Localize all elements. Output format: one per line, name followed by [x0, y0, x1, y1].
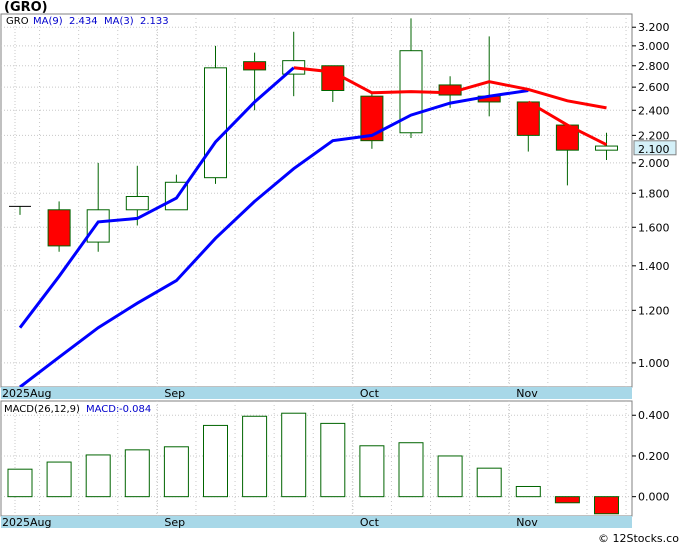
- macd-bar: [515, 485, 541, 498]
- legend-ma9-label: MA(9): [33, 16, 63, 27]
- x-tick-label: Nov: [516, 387, 538, 400]
- legend-ma9-value: 2.434: [69, 16, 98, 27]
- candle-body: [595, 145, 618, 151]
- macd-x-axis: 2025Aug Sep Oct Nov: [2, 516, 538, 529]
- macd-bar: [594, 496, 619, 515]
- price-panel-frame: [0, 13, 633, 388]
- price-tick-label: 2.200: [638, 129, 670, 142]
- x-tick-label: Sep: [164, 387, 185, 400]
- ma3-trail-line: [527, 100, 608, 147]
- price-x-axis-band: [1, 387, 632, 399]
- macd-bar: [242, 415, 268, 498]
- macd-bar: [203, 424, 228, 498]
- macd-bar: [124, 449, 150, 498]
- x-tick-label: 2025Aug: [2, 387, 51, 400]
- watermark: © 12Stocks.com: [598, 532, 680, 545]
- price-tick-label: 1.000: [638, 357, 670, 370]
- macd-y-axis: 0.000 0.200 0.400: [632, 409, 670, 504]
- last-price-label: 2.100: [638, 143, 670, 156]
- ma9-line: [19, 89, 529, 389]
- price-tick-label: 3.000: [638, 40, 670, 53]
- price-tick-label: 3.200: [638, 21, 670, 34]
- macd-legend-value: -0.084: [119, 404, 151, 415]
- price-tick-label: 2.600: [638, 81, 670, 94]
- candle: [360, 92, 384, 149]
- candle: [516, 101, 540, 152]
- macd-x-axis-band: [1, 516, 632, 528]
- candle: [47, 201, 71, 252]
- x-tick-label: Oct: [360, 387, 380, 400]
- macd-tick-label: 0.000: [638, 491, 670, 504]
- candle: [555, 124, 579, 186]
- price-x-axis: 2025Aug Sep Oct Nov: [2, 387, 538, 400]
- macd-bar: [7, 468, 33, 498]
- macd-tick-label: 0.400: [638, 409, 670, 422]
- candle: [86, 162, 110, 252]
- price-tick-label: 1.400: [638, 260, 670, 273]
- price-tick-label: 2.800: [638, 60, 670, 73]
- macd-bar: [46, 461, 72, 498]
- price-tick-label: 1.200: [638, 304, 670, 317]
- macd-legend: MACD(26,12,9) MACD: -0.084: [4, 404, 151, 415]
- price-tick-label: 1.600: [638, 221, 670, 234]
- macd-legend-value-label: MACD:: [86, 404, 119, 415]
- candle-body: [360, 95, 384, 142]
- candle-body: [243, 61, 267, 71]
- macd-legend-label: MACD(26,12,9): [4, 404, 80, 415]
- price-y-axis: 1.000 1.200 1.400 1.600 1.800 2.000 2.200 2.400…: [632, 21, 670, 370]
- candle-body: [125, 196, 149, 211]
- macd-bar: [359, 445, 385, 498]
- macd-bar: [85, 454, 111, 498]
- candle: [595, 132, 618, 161]
- candle: [125, 165, 149, 226]
- x-tick-label: Sep: [164, 516, 185, 529]
- legend-ma3-value: 2.133: [140, 16, 169, 27]
- macd-bar: [398, 442, 424, 498]
- macd-bar: [163, 446, 189, 498]
- candle-body: [47, 209, 71, 247]
- price-tick-label: 2.400: [638, 104, 670, 117]
- x-tick-label: 2025Aug: [2, 516, 51, 529]
- x-tick-label: Oct: [360, 516, 380, 529]
- x-tick-label: Nov: [516, 516, 538, 529]
- ma3-line: [293, 66, 607, 110]
- legend-ma3-label: MA(3): [104, 16, 134, 27]
- chart-title: (GRO): [4, 0, 48, 15]
- price-legend: GRO MA(9) 2.434 MA(3) 2.133: [6, 16, 169, 27]
- candle-body: [516, 101, 540, 136]
- price-tick-label: 2.000: [638, 157, 670, 170]
- macd-tick-label: 0.200: [638, 450, 670, 463]
- legend-symbol: GRO: [6, 16, 29, 27]
- macd-bar: [320, 422, 346, 498]
- candle-body: [321, 65, 345, 92]
- macd-bar: [437, 455, 463, 498]
- candle-body: [86, 209, 110, 243]
- price-tick-label: 1.800: [638, 187, 670, 200]
- macd-bar: [476, 467, 502, 498]
- candle-body: [204, 67, 227, 179]
- macd-histogram: [7, 412, 619, 515]
- ma3-early-line: [18, 66, 295, 329]
- candle: [9, 205, 31, 215]
- last-price-tag: 2.100: [633, 140, 677, 156]
- moving-average-lines: [18, 66, 608, 389]
- macd-bar: [281, 412, 307, 498]
- macd-bar: [554, 496, 580, 504]
